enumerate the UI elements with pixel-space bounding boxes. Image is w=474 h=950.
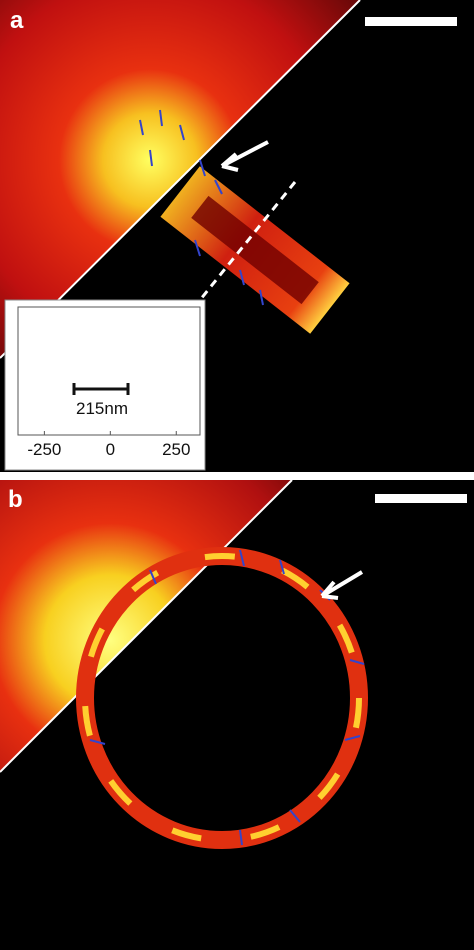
orientation-marks <box>89 549 365 846</box>
orientation-marks <box>139 109 264 306</box>
annotation: 215nm <box>76 399 128 418</box>
plot-area <box>17 306 201 436</box>
scale-bar <box>375 494 467 503</box>
x-tick-label: 0 <box>106 440 115 459</box>
width-bar <box>72 383 130 395</box>
scale-bar <box>365 17 457 26</box>
profile-line <box>198 181 297 301</box>
divider <box>0 479 293 773</box>
x-tick-label: -250 <box>27 440 61 459</box>
ring-highlight <box>82 553 362 843</box>
rod <box>160 166 350 334</box>
panel-b: b <box>0 479 474 950</box>
panel-a: a -250 0 250 215nm <box>0 0 474 472</box>
panel-label: a <box>10 7 24 34</box>
panel-label: b <box>8 486 23 513</box>
x-tick-label: 250 <box>162 440 190 459</box>
divider <box>0 0 361 359</box>
arrow <box>220 140 269 172</box>
arrow <box>320 570 364 600</box>
inset-frame <box>4 299 206 471</box>
inset: -250 0 250 215nm <box>4 299 206 471</box>
